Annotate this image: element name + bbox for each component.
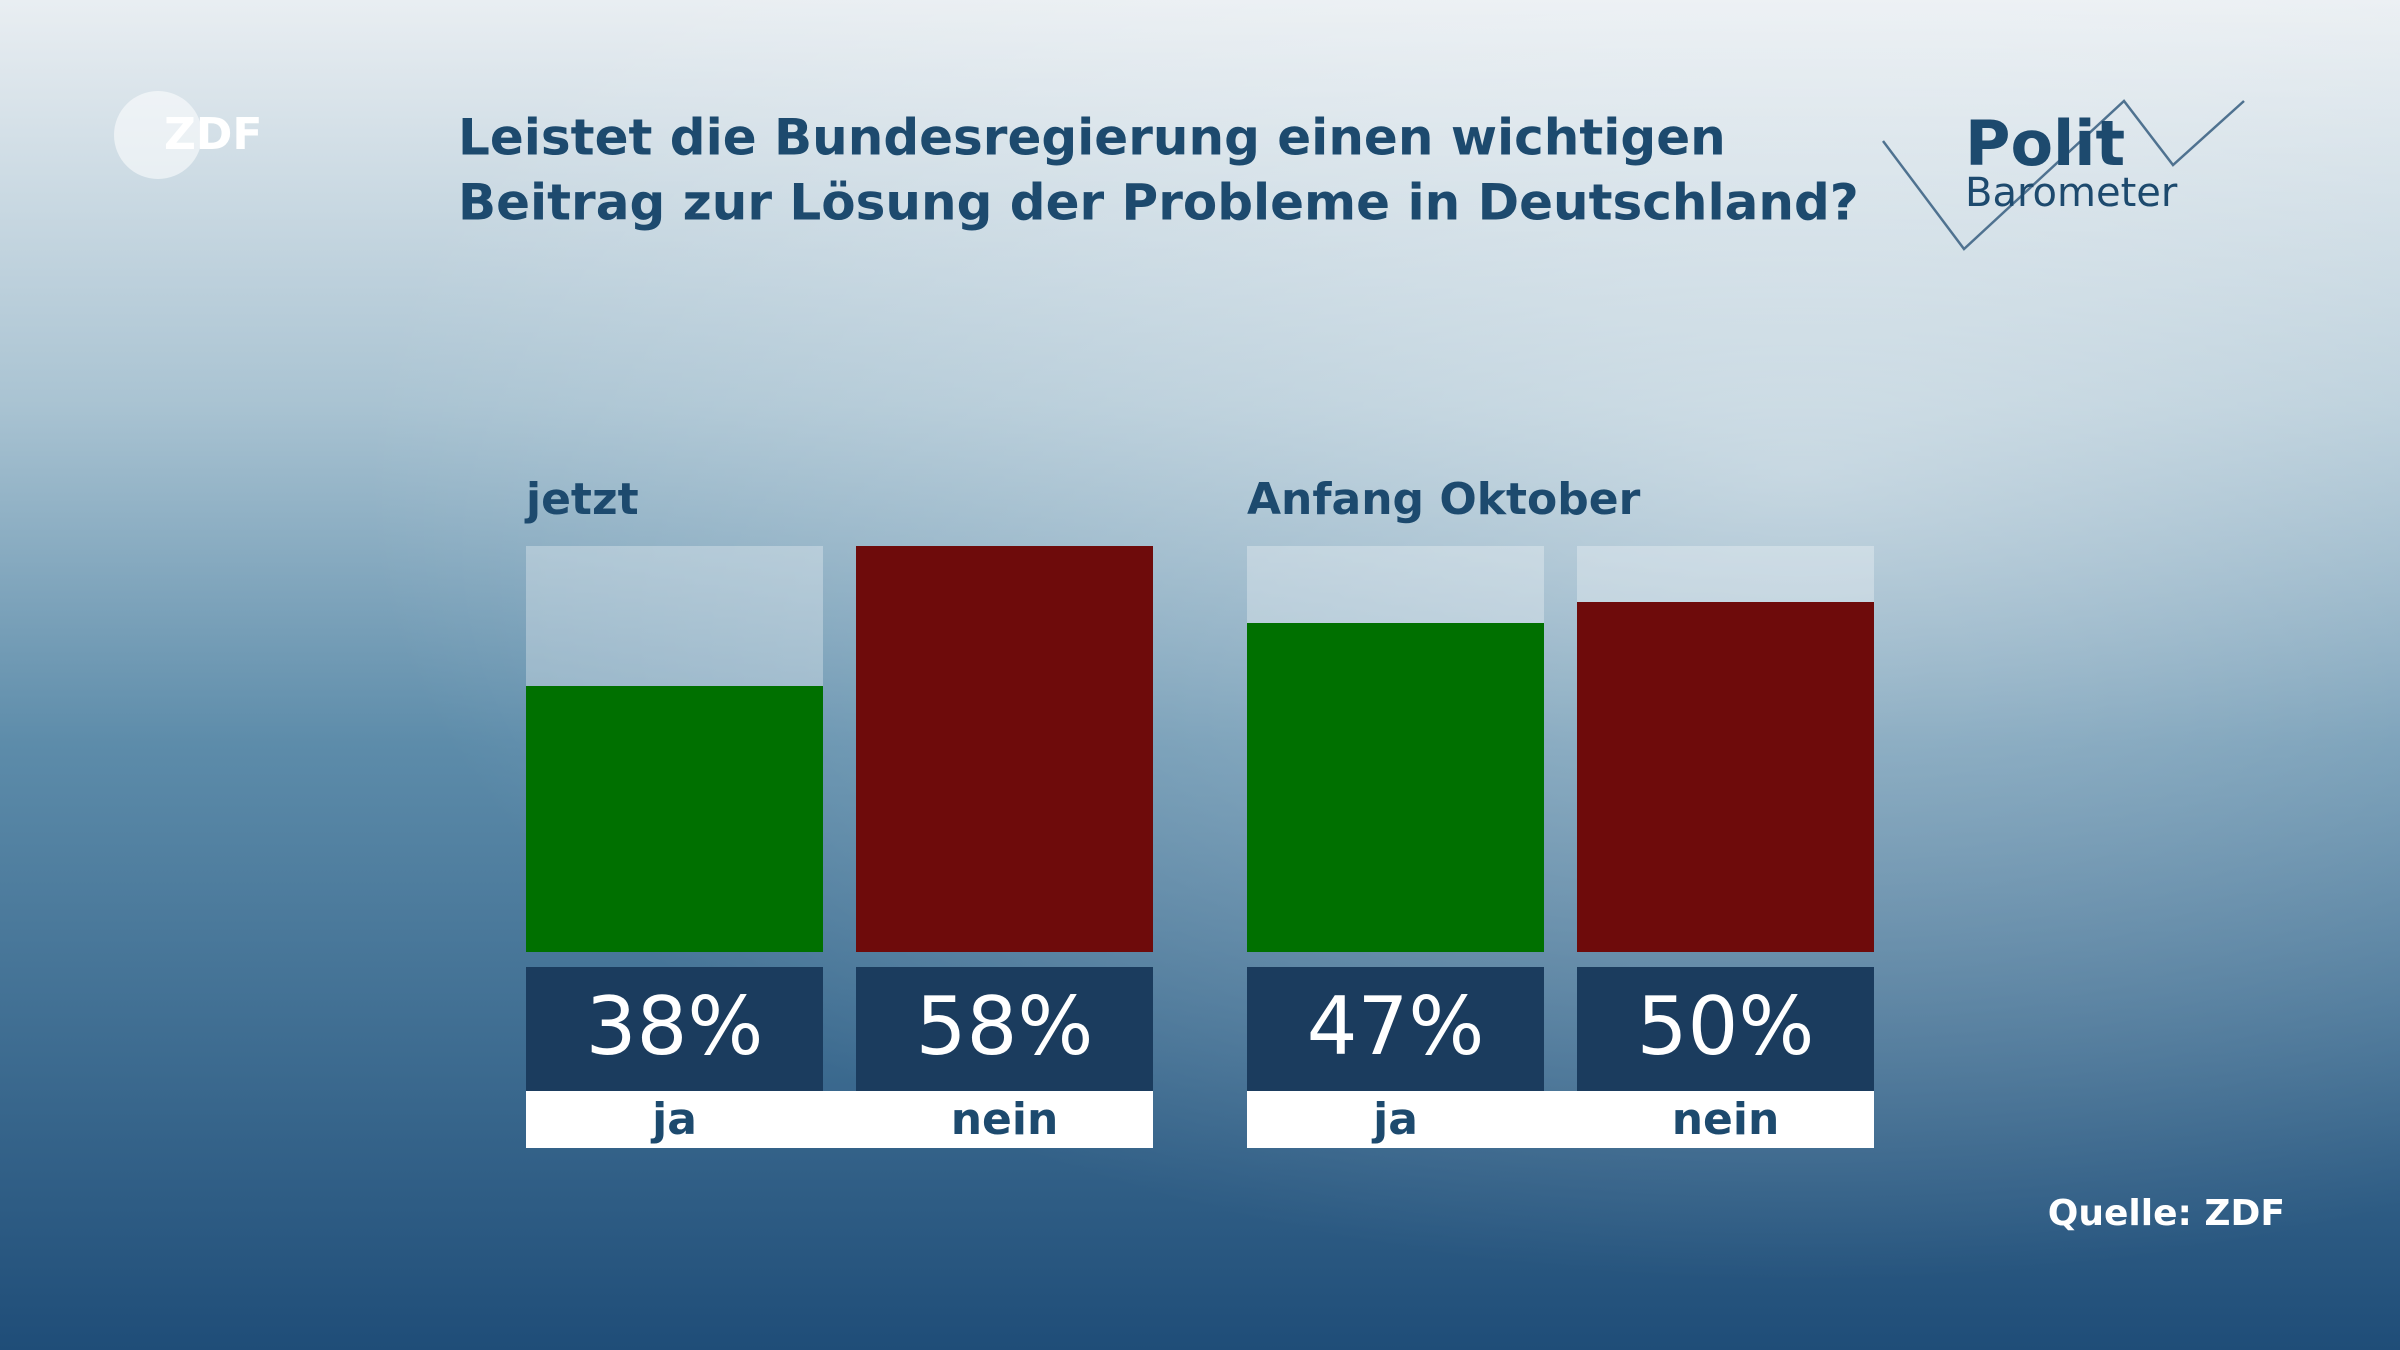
- source: Quelle: ZDF: [2048, 1193, 2285, 1234]
- category-label: nein: [1672, 1094, 1780, 1145]
- chart-title: Leistet die Bundesregierung einen wichti…: [458, 109, 1726, 167]
- label-strip: [1247, 1091, 1874, 1148]
- group-label: jetzt: [524, 474, 639, 525]
- logo-circle: [114, 91, 202, 179]
- value-label: 38%: [586, 980, 764, 1073]
- bar: [1577, 602, 1874, 952]
- value-box: [1577, 967, 1874, 1091]
- chart-title: Beitrag zur Lösung der Probleme in Deuts…: [458, 174, 1859, 232]
- value-label: 50%: [1637, 980, 1815, 1073]
- value-box: [856, 967, 1153, 1091]
- category-label: ja: [1371, 1094, 1418, 1145]
- category-label: nein: [951, 1094, 1059, 1145]
- logo-text: ZDF: [164, 109, 262, 160]
- value-box: [1247, 967, 1544, 1091]
- group-label: Anfang Oktober: [1247, 474, 1641, 525]
- category-label: ja: [650, 1094, 697, 1145]
- bar: [526, 686, 823, 952]
- bar: [856, 546, 1153, 952]
- bar: [1247, 623, 1544, 952]
- logo-polit: Polit: [1965, 107, 2125, 180]
- value-box: [526, 967, 823, 1091]
- value-label: 58%: [916, 980, 1094, 1073]
- logo-barometer: Barometer: [1965, 170, 2178, 216]
- label-strip: [526, 1091, 1153, 1148]
- logo-line: [1882, 99, 2245, 251]
- value-label: 47%: [1307, 980, 1485, 1073]
